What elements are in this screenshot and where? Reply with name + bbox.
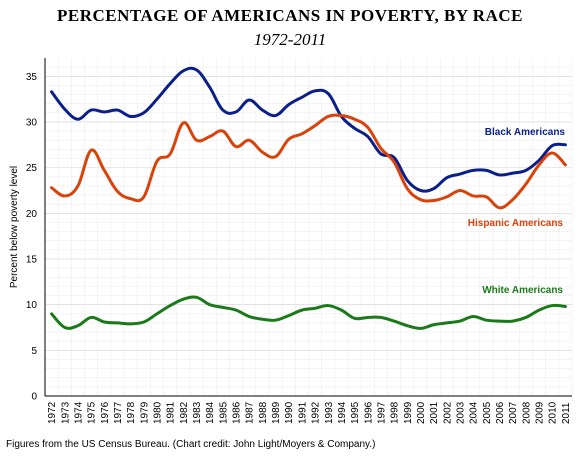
x-tick-label: 1980	[152, 401, 163, 424]
series-labels: Black Americans Hispanic Americans White A…	[468, 127, 566, 296]
x-tick-label: 2008	[521, 401, 532, 424]
x-tick-label: 1997	[376, 401, 387, 424]
x-tick-label: 1976	[100, 401, 111, 424]
x-tick-label: 1987	[245, 401, 256, 424]
x-tick-label: 1994	[337, 401, 348, 424]
x-tick-label: 2005	[482, 401, 493, 424]
x-tick-label: 2004	[469, 401, 480, 424]
x-tick-label: 1972	[47, 401, 58, 424]
x-tick-label: 1977	[113, 401, 124, 424]
chart-subtitle: 1972-2011	[253, 30, 327, 49]
x-tick-label: 1993	[324, 401, 335, 424]
x-tick-label: 1985	[218, 401, 229, 424]
x-tick-label: 1973	[60, 401, 71, 424]
series-label: White Americans	[482, 285, 563, 296]
x-tick-label: 2000	[416, 401, 427, 424]
series-lines	[50, 66, 567, 330]
x-tick-label: 1981	[166, 401, 177, 424]
series-line-1	[50, 113, 567, 210]
x-tick-label: 1982	[179, 401, 190, 424]
chart-caption: Figures from the US Census Bureau. (Char…	[6, 439, 376, 450]
series-line-0	[50, 66, 567, 193]
x-tick-label: 1995	[350, 401, 361, 424]
x-tick-label: 1975	[87, 401, 98, 424]
x-tick-label: 1988	[258, 401, 269, 424]
x-tick-label: 1978	[126, 401, 137, 424]
x-tick-label: 1999	[403, 401, 414, 424]
series-line-2	[50, 295, 567, 330]
x-tick-label: 1996	[363, 401, 374, 424]
x-tick-label: 1989	[271, 401, 282, 424]
y-tick-label: 35	[26, 72, 38, 83]
x-axis-ticks: 1972 1973 1974 1975 1976 1977 1978 1979 1980 1981…	[47, 401, 572, 424]
x-tick-label: 2007	[508, 401, 519, 424]
x-tick-label: 2009	[535, 401, 546, 424]
y-tick-label: 10	[26, 300, 38, 311]
x-tick-label: 1974	[73, 401, 84, 424]
chart-title: PERCENTAGE OF AMERICANS IN POVERTY, BY R…	[57, 6, 523, 25]
x-tick-label: 2010	[548, 401, 559, 424]
series-label: Hispanic Americans	[468, 218, 564, 229]
x-tick-label: 1983	[192, 401, 203, 424]
y-tick-label: 30	[26, 117, 38, 128]
x-tick-label: 2006	[495, 401, 506, 424]
y-tick-label: 5	[31, 346, 37, 357]
series-label: Black Americans	[485, 127, 566, 138]
x-tick-label: 1984	[205, 401, 216, 424]
x-tick-label: 1990	[284, 401, 295, 424]
y-tick-label: 0	[31, 392, 37, 403]
x-tick-label: 2003	[456, 401, 467, 424]
y-axis-ticks: 0 5 10 15 20 25 30 35	[26, 72, 38, 403]
x-tick-label: 1986	[232, 401, 243, 424]
y-tick-label: 15	[26, 254, 38, 265]
x-tick-label: 2002	[442, 401, 453, 424]
x-tick-label: 1998	[390, 401, 401, 424]
y-tick-label: 20	[26, 209, 38, 220]
x-tick-label: 2011	[561, 402, 572, 424]
x-tick-label: 1979	[139, 401, 150, 424]
x-tick-label: 1991	[297, 401, 308, 424]
x-tick-label: 1992	[311, 401, 322, 424]
x-tick-label: 2001	[429, 401, 440, 424]
y-tick-label: 25	[26, 163, 38, 174]
y-axis-label: Percent below poverty level	[9, 166, 20, 288]
grid	[44, 58, 573, 397]
